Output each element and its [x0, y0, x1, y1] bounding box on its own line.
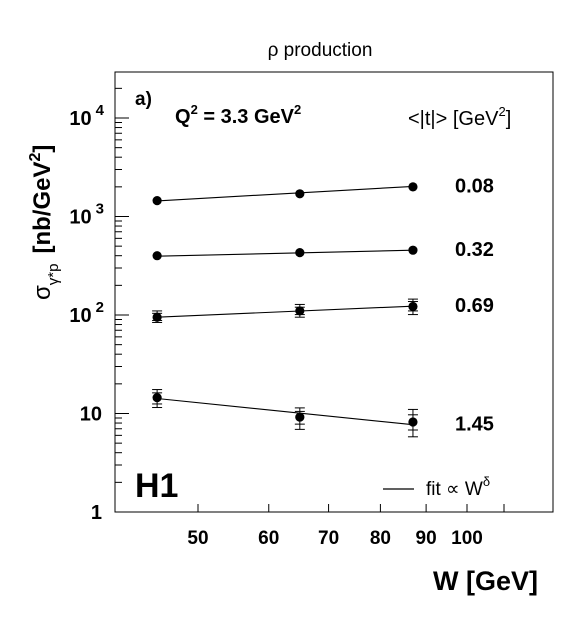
- fit-line: [157, 305, 413, 318]
- panel-label: a): [135, 89, 152, 110]
- plot-frame: [114, 71, 554, 513]
- legend-fit-label: fit ∝ Wδ: [426, 474, 490, 500]
- fit-line: [157, 249, 413, 257]
- y-tick-label: 10 2: [69, 299, 104, 327]
- experiment-label: H1: [135, 467, 178, 505]
- y-tick-label: 10 3: [69, 201, 104, 229]
- chart-title: ρ production: [268, 40, 373, 61]
- x-axis: 50 60 70 80 90 100: [187, 504, 505, 549]
- fit-lines: [157, 185, 414, 426]
- data-point: [152, 312, 162, 322]
- y-tick-label: 1: [91, 502, 102, 524]
- series-label: 0.69: [455, 295, 494, 317]
- fit-line: [157, 185, 413, 202]
- data-point: [295, 306, 305, 316]
- data-point: [408, 417, 418, 427]
- x-tick-label: 70: [318, 528, 339, 549]
- x-tick-label: 80: [370, 528, 391, 549]
- data-point: [295, 412, 305, 422]
- data-point: [152, 251, 162, 261]
- data-point: [295, 248, 305, 258]
- series-label: 0.32: [455, 239, 494, 261]
- fit-line: [157, 397, 414, 426]
- data-point: [152, 196, 162, 206]
- x-tick-label: 100: [451, 528, 483, 549]
- data-points: [152, 182, 418, 427]
- y-tick-label: 10: [80, 404, 102, 426]
- y-tick-label: 10 4: [69, 102, 104, 130]
- data-point: [408, 182, 418, 192]
- data-point: [408, 245, 418, 255]
- x-tick-label: 60: [258, 528, 279, 549]
- y-axis-label: σγ*p[nb/GeV2]: [27, 145, 62, 300]
- series-labels: 0.08 0.32 0.69 1.45: [455, 175, 494, 435]
- x-axis-label: W [GeV]: [433, 566, 538, 596]
- data-point: [152, 393, 162, 403]
- legend-header: <|t|> [GeV2]: [408, 104, 511, 130]
- error-bars: [152, 298, 418, 438]
- data-point: [295, 189, 305, 199]
- series-label: 1.45: [455, 414, 494, 436]
- series-label: 0.08: [455, 175, 494, 197]
- x-tick-label: 50: [187, 528, 208, 549]
- data-point: [408, 301, 418, 312]
- legend-fit: fit ∝ Wδ: [383, 474, 490, 500]
- condition-label: Q2 = 3.3 GeV2: [175, 102, 301, 128]
- x-tick-label: 90: [416, 528, 437, 549]
